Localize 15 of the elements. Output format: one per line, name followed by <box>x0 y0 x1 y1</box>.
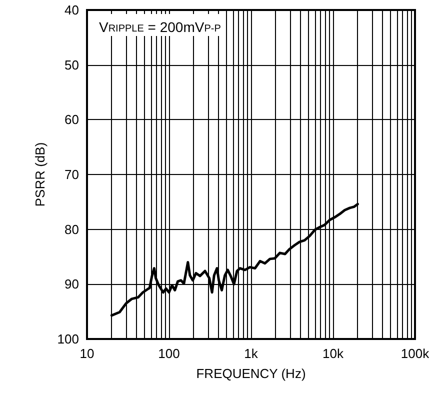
y-tick-label: 40 <box>64 2 79 18</box>
y-axis-title: PSRR (dB) <box>32 142 48 207</box>
x-tick-label: 100k <box>400 346 430 361</box>
annotation: VRIPPLE = 200mVP-P <box>99 19 222 35</box>
x-tick-label: 10 <box>80 346 94 361</box>
y-tick-label: 70 <box>64 167 79 182</box>
x-axis-title: FREQUENCY (Hz) <box>196 366 306 381</box>
x-tick-label: 10k <box>322 346 344 361</box>
y-tick-label: 60 <box>64 112 79 128</box>
y-tick-label: 100 <box>57 332 79 346</box>
y-tick-label: 90 <box>64 276 79 292</box>
y-tick-label: 50 <box>64 57 79 72</box>
y-tick-label: 80 <box>64 222 79 237</box>
x-tick-label: 1k <box>244 346 258 361</box>
x-tick-label: 100 <box>158 346 180 361</box>
